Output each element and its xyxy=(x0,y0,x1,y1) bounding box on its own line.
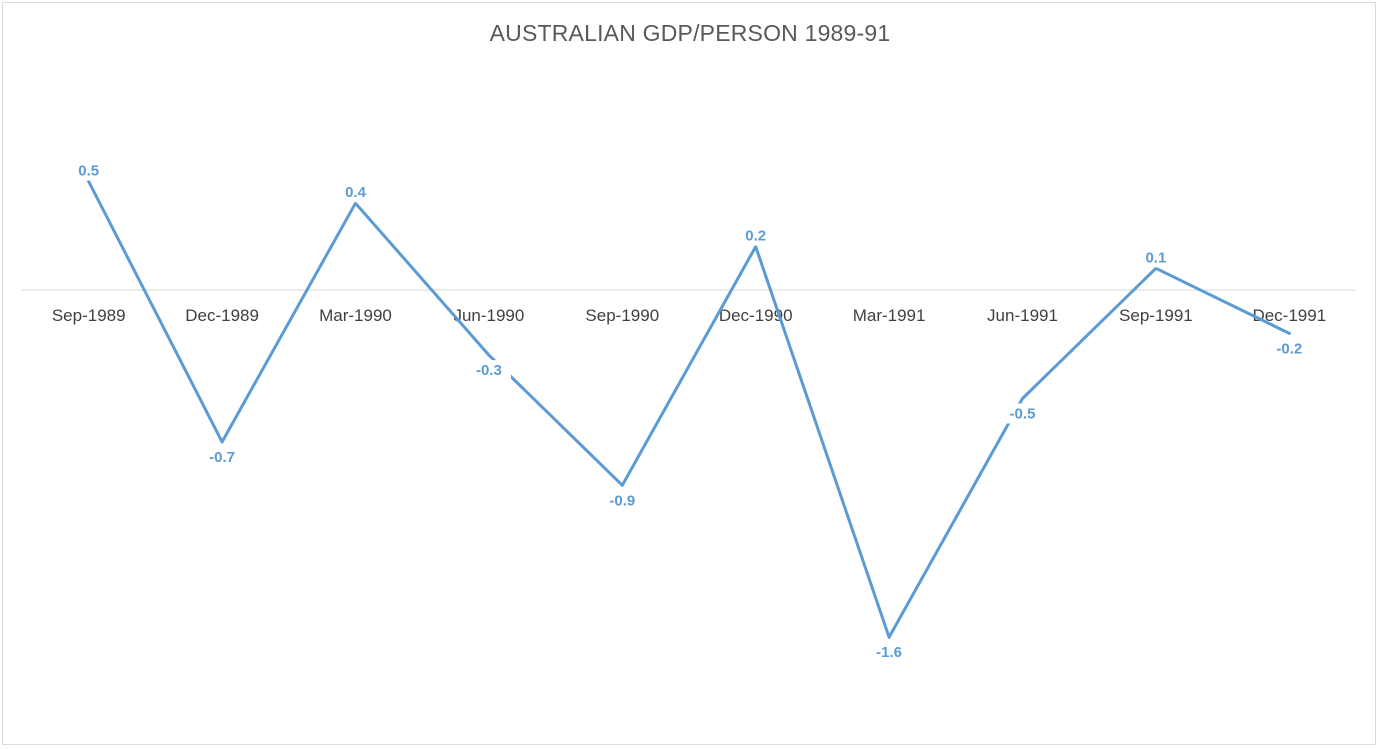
data-label-background xyxy=(466,360,511,381)
data-label: -0.5 xyxy=(1010,406,1036,423)
data-point xyxy=(1287,331,1291,335)
data-point xyxy=(220,440,224,444)
data-label-background xyxy=(338,182,373,203)
data-label-background xyxy=(738,225,774,246)
x-tick-label: Sep-1990 xyxy=(585,306,659,325)
data-label: 0.1 xyxy=(1145,249,1166,266)
data-label: -0.3 xyxy=(476,362,502,379)
x-tick-label: Mar-1990 xyxy=(319,306,392,325)
x-tick-label: Sep-1989 xyxy=(52,306,126,325)
x-tick-label: Sep-1991 xyxy=(1119,306,1193,325)
data-label: 0.5 xyxy=(78,163,99,180)
data-label: -1.6 xyxy=(876,644,902,661)
data-label-background xyxy=(1138,247,1174,268)
chart-title: AUSTRALIAN GDP/PERSON 1989-91 xyxy=(489,20,891,46)
x-tick-label: Dec-1991 xyxy=(1252,306,1326,325)
data-point xyxy=(487,353,491,357)
data-point xyxy=(887,635,891,639)
data-point xyxy=(754,245,758,249)
x-tick-label: Dec-1990 xyxy=(719,306,793,325)
data-point xyxy=(620,483,624,487)
x-tick-label: Mar-1991 xyxy=(853,306,926,325)
data-label: -0.9 xyxy=(609,492,635,509)
x-tick-label: Jun-1990 xyxy=(453,306,524,325)
data-point xyxy=(87,180,91,183)
x-tick-label: Jun-1991 xyxy=(987,306,1058,325)
data-label-background xyxy=(200,446,245,467)
data-label-background xyxy=(600,490,645,511)
data-label: -0.2 xyxy=(1276,340,1302,357)
data-label-background xyxy=(1267,338,1312,359)
data-point xyxy=(1021,397,1024,400)
data-point xyxy=(354,201,357,205)
data-label: 0.2 xyxy=(745,228,766,245)
data-label: -0.7 xyxy=(209,449,235,466)
x-tick-label: Dec-1989 xyxy=(185,306,259,325)
data-label-background xyxy=(1000,403,1045,424)
data-label: 0.4 xyxy=(345,184,367,201)
data-point xyxy=(1154,266,1158,270)
series-line xyxy=(87,180,1291,639)
data-label-background xyxy=(71,160,107,181)
data-label-background xyxy=(867,642,912,663)
